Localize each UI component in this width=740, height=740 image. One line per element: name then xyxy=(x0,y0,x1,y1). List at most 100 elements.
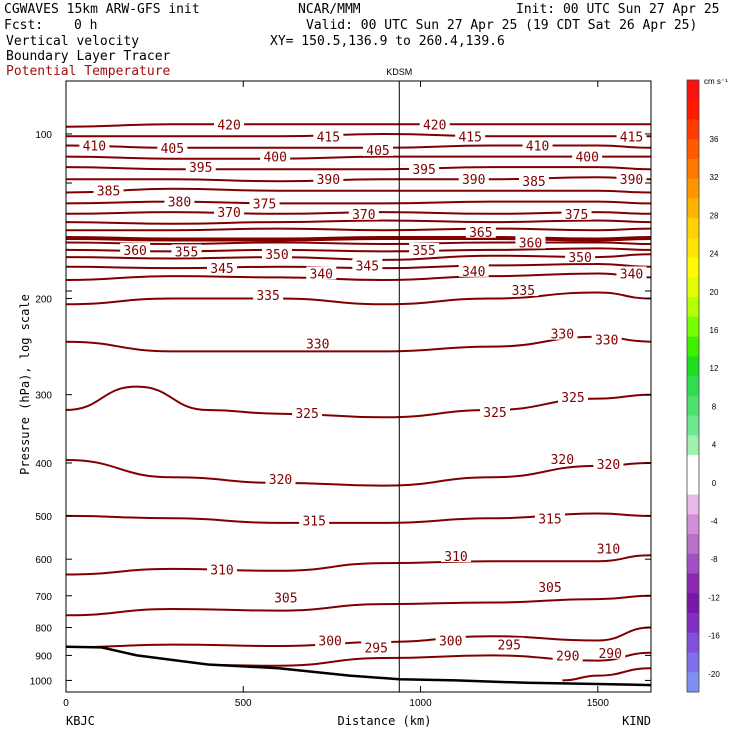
colorbar-segment xyxy=(687,178,699,199)
contour-label-bg xyxy=(519,174,549,188)
colorbar-segment xyxy=(687,672,699,693)
contour-label-bg xyxy=(515,235,546,249)
contour-365 xyxy=(65,235,652,242)
plot-frame xyxy=(65,80,652,693)
contour-label: 320 xyxy=(597,458,620,473)
cross-section-xy: XY= 150.5,136.9 to 260.4,139.6 xyxy=(270,34,505,49)
contour-labels: 420 415 420 415 410 415 410 405 405 400 400 395 395 3… xyxy=(79,117,647,664)
y-tick-label: 700 xyxy=(35,592,52,603)
contour-label-bg xyxy=(494,637,525,651)
contour-label-bg xyxy=(616,172,647,186)
contour-label-bg xyxy=(547,451,578,465)
contour-label: 405 xyxy=(161,142,184,157)
contour-label: 355 xyxy=(175,245,198,260)
contour-label-bg xyxy=(595,645,626,659)
contour-label-bg xyxy=(361,640,392,654)
colorbar-segment xyxy=(687,435,699,456)
contour-label-bg xyxy=(561,206,592,220)
contour-label: 385 xyxy=(97,185,120,200)
contour-320 xyxy=(65,459,652,487)
contour-330 xyxy=(65,335,652,353)
contour-375 xyxy=(65,219,652,225)
contour-label-bg xyxy=(93,183,124,197)
field-potential-temperature: Potential Temperature xyxy=(6,64,171,79)
contour-label: 385 xyxy=(522,175,545,190)
contour-label-bg xyxy=(534,511,565,525)
field-boundary-layer-tracer: Boundary Layer Tracer xyxy=(6,49,171,64)
forecast-hours: 0 h xyxy=(74,18,98,33)
y-tick-label: 800 xyxy=(35,623,52,634)
colorbar-segment xyxy=(687,593,699,614)
org-label: NCAR/MMM xyxy=(298,2,361,17)
contour-390 xyxy=(65,187,652,194)
contour-label: 330 xyxy=(551,328,574,343)
contour-label: 415 xyxy=(317,130,340,145)
contour-label-bg xyxy=(260,149,291,163)
colorbar-label: -4 xyxy=(710,517,718,526)
contour-label-bg xyxy=(572,149,603,163)
contour-label: 360 xyxy=(519,237,542,252)
contour-label-bg xyxy=(534,580,565,594)
contour-label-bg xyxy=(313,129,344,143)
contour-label-bg xyxy=(593,541,624,555)
contour-label-bg xyxy=(480,405,510,419)
contour-420 xyxy=(65,123,651,128)
x-tick-label: 500 xyxy=(235,698,252,709)
contour-label-bg xyxy=(552,648,583,662)
valid-time: Valid: 00 UTC Sun 27 Apr 25 (19 CDT Sat … xyxy=(306,18,698,33)
contour-305 xyxy=(65,594,652,617)
colorbar-label: -16 xyxy=(708,632,720,641)
contour-label-bg xyxy=(306,266,337,280)
colorbar-label: 16 xyxy=(710,326,719,335)
contour-label-bg xyxy=(547,326,578,340)
y-tick-label: 900 xyxy=(35,651,52,662)
colorbar-segment xyxy=(687,573,699,594)
colorbar-segment xyxy=(687,455,699,476)
colorbar-label: 36 xyxy=(710,135,719,144)
contour-335 xyxy=(65,291,652,306)
colorbar-segment xyxy=(687,198,699,219)
colorbar-unit: cm s⁻¹ xyxy=(704,77,728,86)
y-tick-label: 400 xyxy=(35,459,52,470)
contour-label: 400 xyxy=(263,151,286,166)
contour-400 xyxy=(65,166,652,171)
contour-label-bg xyxy=(315,633,346,647)
contour-label: 295 xyxy=(497,639,520,654)
contour-label-bg xyxy=(313,172,344,186)
colorbar-label: 28 xyxy=(710,211,719,220)
contour-355 xyxy=(65,247,652,253)
colorbar-segment xyxy=(687,139,699,160)
contour-label: 290 xyxy=(598,647,621,662)
contour-label: 295 xyxy=(364,641,387,656)
contour-label: 310 xyxy=(444,550,467,565)
contour-label: 325 xyxy=(483,406,506,421)
colorbar-label: 4 xyxy=(712,441,717,450)
colorbar-segment xyxy=(687,218,699,239)
field-vertical-velocity: Vertical velocity xyxy=(6,34,140,49)
terrain-line xyxy=(65,645,652,687)
contour-label: 355 xyxy=(412,244,435,259)
contour-label: 415 xyxy=(458,130,481,145)
init-time: Init: 00 UTC Sun 27 Apr 25 xyxy=(516,2,720,17)
colorbar-label: -8 xyxy=(710,555,718,564)
contour-label: 420 xyxy=(423,118,446,133)
y-tick-label: 600 xyxy=(35,555,52,566)
contour-300 xyxy=(65,626,652,649)
contour-label-bg xyxy=(171,244,202,258)
contour-label-bg xyxy=(558,390,588,404)
plot-axes: 0 500 1000 1500 100 200 300 400 500 600 700 800 900 1… xyxy=(30,80,652,709)
contour-370 xyxy=(66,227,652,232)
colorbar-label: 8 xyxy=(712,402,717,411)
contour-label: 320 xyxy=(551,453,574,468)
colorbar-label: 32 xyxy=(710,173,719,182)
terrain-fill xyxy=(66,646,651,692)
y-tick-label: 100 xyxy=(35,130,52,141)
colorbar-label: -20 xyxy=(708,670,720,679)
contour-label-bg xyxy=(409,242,440,256)
contour-415 xyxy=(66,132,651,138)
contour-label-bg xyxy=(253,287,284,301)
contour-label: 315 xyxy=(538,512,561,527)
contour-label-bg xyxy=(79,138,110,152)
contour-label: 300 xyxy=(318,634,341,649)
colorbar-segment xyxy=(687,257,699,278)
